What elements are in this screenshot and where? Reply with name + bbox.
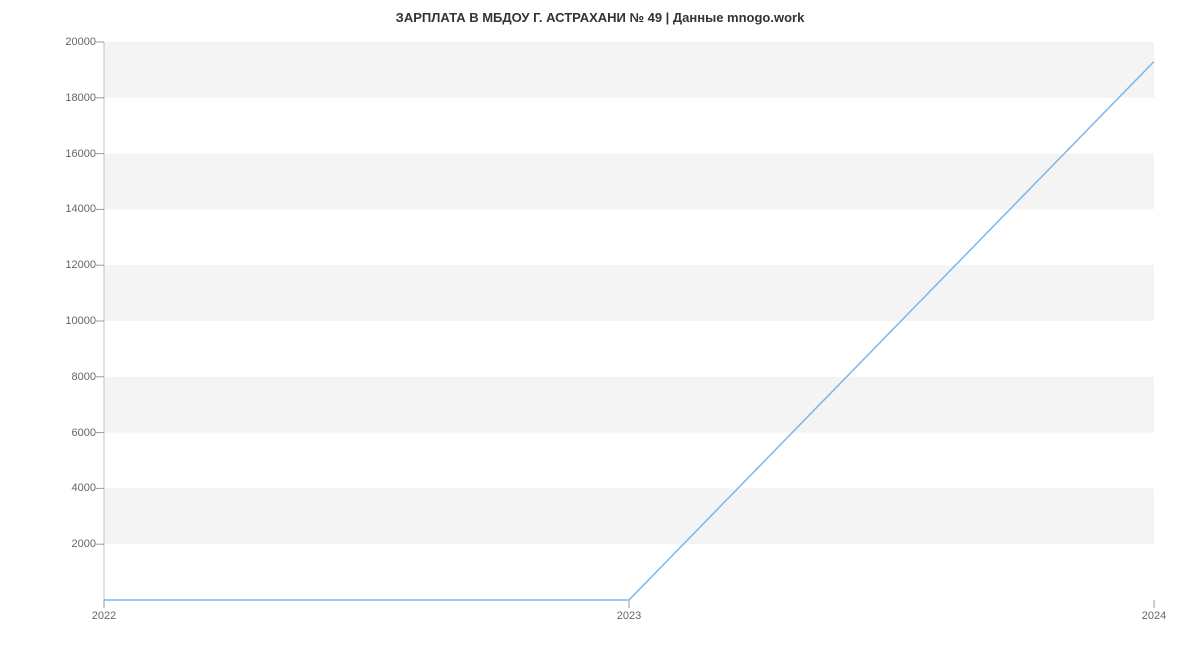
plot-area: 2000400060008000100001200014000160001800…: [104, 42, 1154, 600]
grid-band: [104, 154, 1154, 210]
y-tick-label: 12000: [65, 259, 104, 271]
y-tick-label: 10000: [65, 315, 104, 327]
grid-band: [104, 265, 1154, 321]
grid-band: [104, 488, 1154, 544]
x-tick-label: 2023: [617, 600, 641, 622]
y-tick-label: 8000: [72, 371, 104, 383]
chart-title: ЗАРПЛАТА В МБДОУ Г. АСТРАХАНИ № 49 | Дан…: [0, 10, 1200, 25]
chart-container: ЗАРПЛАТА В МБДОУ Г. АСТРАХАНИ № 49 | Дан…: [0, 0, 1200, 650]
y-tick-label: 20000: [65, 36, 104, 48]
x-tick-label: 2022: [92, 600, 116, 622]
grid-band: [104, 42, 1154, 98]
x-tick-label: 2024: [1142, 600, 1166, 622]
y-tick-label: 16000: [65, 148, 104, 160]
plot-svg: [104, 42, 1154, 600]
y-tick-label: 4000: [72, 482, 104, 494]
y-tick-label: 6000: [72, 427, 104, 439]
grid-band: [104, 377, 1154, 433]
y-tick-label: 18000: [65, 92, 104, 104]
y-tick-label: 14000: [65, 203, 104, 215]
y-tick-label: 2000: [72, 538, 104, 550]
